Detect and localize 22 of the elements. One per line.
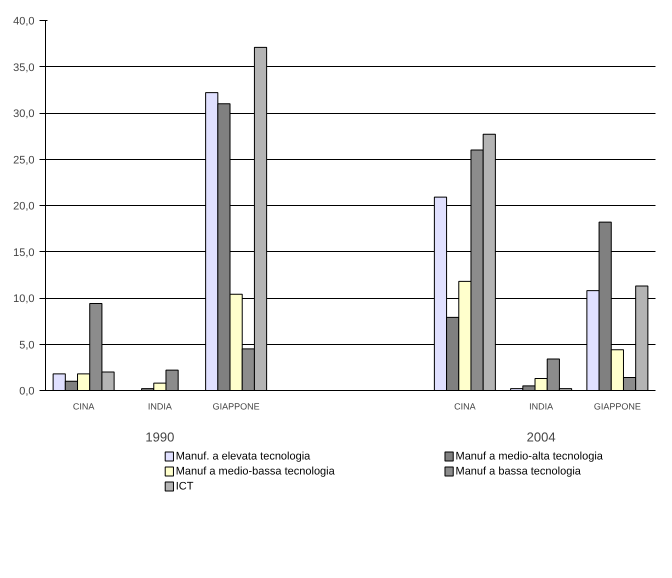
y-tick-label: 40,0: [13, 16, 35, 28]
y-tick-label: 30,0: [13, 108, 35, 120]
x-tick-label: INDIA: [529, 402, 554, 412]
legend-label: Manuf. a elevata tecnologia: [176, 450, 312, 462]
x-tick-label: CINA: [454, 402, 476, 412]
y-tick-label: 25,0: [13, 154, 35, 166]
x-tick-label: GIAPPONE: [212, 402, 260, 412]
x-tick-label: CINA: [72, 402, 94, 412]
legend-label: Manuf a medio-alta tecnologia: [456, 450, 604, 462]
text: 2004: [526, 430, 556, 444]
y-tick-label: 35,0: [13, 62, 35, 74]
y-tick-label: 0,0: [19, 386, 35, 398]
x-tick-label: GIAPPONE: [594, 402, 641, 412]
legend-label: Manuf a bassa tecnologia: [456, 466, 582, 478]
y-tick-label: 5,0: [19, 339, 35, 352]
legend-label: Manuf a medio-bassa tecnologia: [176, 466, 336, 478]
y-tick-label: 15,0: [13, 246, 35, 259]
x-tick-label: INDIA: [148, 402, 172, 412]
y-tick-label: 20,0: [13, 200, 35, 212]
y-tick-label: 10,0: [13, 293, 35, 305]
text: 1990: [145, 430, 174, 444]
legend-label: ICT: [176, 480, 194, 492]
